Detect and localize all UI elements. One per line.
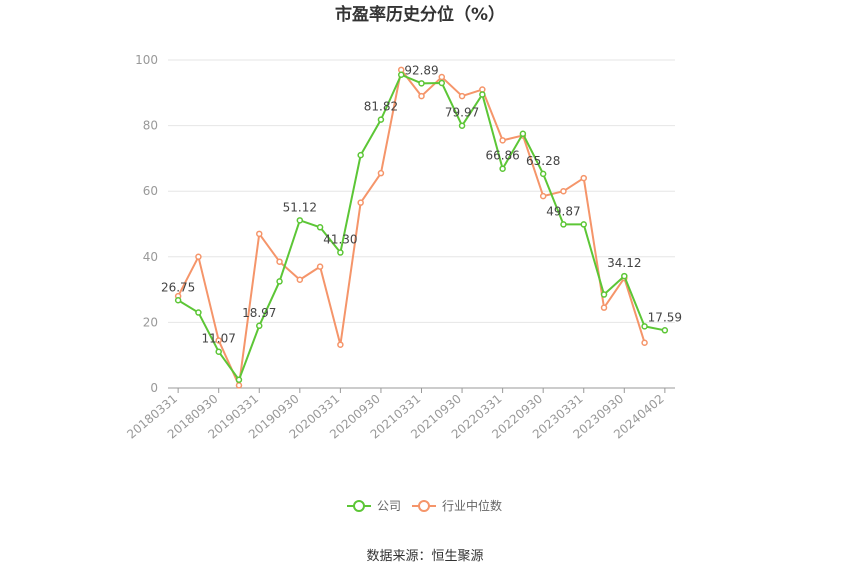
data-point [357, 151, 364, 159]
source-note: 数据来源：恒生聚源 [366, 549, 483, 564]
data-point [337, 249, 344, 256]
data-label: 11.07 [202, 332, 236, 346]
data-point [337, 341, 344, 348]
data-point [641, 323, 648, 330]
data-point [296, 276, 304, 284]
data-labels: 26.75 11.07 18.97 51.12 41.30 81.82 92.89 79.97… [161, 63, 682, 345]
grid-lines [168, 59, 675, 323]
data-point [458, 92, 466, 100]
data-point [580, 174, 587, 182]
data-label: 51.12 [283, 200, 317, 214]
data-point [519, 130, 527, 138]
data-label: 81.82 [364, 100, 398, 114]
data-point [235, 382, 243, 389]
data-point [418, 92, 425, 100]
y-tick-label: 80 [143, 119, 158, 133]
data-label: 34.12 [607, 256, 641, 270]
data-label: 49.87 [546, 204, 580, 218]
data-label: 26.75 [161, 280, 195, 294]
data-point [580, 221, 587, 228]
data-point [215, 348, 222, 355]
data-point [276, 278, 283, 285]
data-label: 17.59 [648, 310, 682, 324]
legend: 公司 行业中位数 [347, 498, 502, 513]
data-point [499, 137, 506, 144]
legend-label: 行业中位数 [442, 498, 502, 513]
series-group [174, 66, 669, 389]
data-label: 65.28 [526, 154, 560, 168]
data-point [600, 304, 608, 311]
data-label: 18.97 [242, 306, 276, 320]
data-point [195, 253, 202, 261]
data-label: 66.86 [485, 149, 519, 163]
data-point [377, 116, 385, 123]
y-tick-label: 60 [143, 184, 158, 198]
data-point [458, 122, 466, 129]
data-point [397, 71, 405, 79]
data-point [235, 376, 243, 384]
data-label: 79.97 [445, 106, 479, 120]
y-axis: 0 20 40 60 80 100 [135, 53, 158, 395]
data-point [215, 337, 222, 344]
data-point [539, 192, 547, 200]
series-line-industry-median [177, 68, 646, 387]
data-point [438, 73, 446, 81]
data-point [256, 322, 263, 330]
y-tick-label: 0 [150, 381, 158, 395]
data-point [377, 169, 385, 177]
legend-swatch-marker [353, 500, 365, 512]
legend-label: 公司 [377, 499, 401, 513]
data-point [195, 309, 202, 316]
y-tick-label: 40 [143, 250, 158, 264]
data-point [621, 272, 628, 280]
data-point [256, 230, 263, 238]
chart-title: 市盈率历史分位（%） [335, 4, 505, 25]
data-point [357, 199, 364, 206]
data-label: 41.30 [323, 233, 357, 247]
data-point [661, 327, 669, 334]
legend-item-industry-median[interactable]: 行业中位数 [412, 498, 502, 513]
data-point [316, 263, 324, 270]
data-point [600, 291, 608, 298]
data-point [560, 187, 567, 195]
data-point [539, 170, 547, 178]
legend-item-company[interactable]: 公司 [347, 499, 401, 513]
data-point [276, 258, 283, 265]
y-tick-label: 20 [143, 315, 158, 329]
data-point [316, 224, 324, 231]
legend-swatch-marker [418, 500, 430, 512]
data-point [438, 79, 446, 87]
data-point [418, 80, 425, 87]
data-point [296, 217, 304, 224]
data-point [174, 297, 182, 304]
data-label: 92.89 [404, 63, 438, 77]
data-point [479, 91, 486, 98]
data-point [499, 165, 506, 172]
data-point [560, 221, 567, 228]
x-axis: 2018033120180930201903312019093020200331… [124, 387, 675, 442]
y-tick-label: 100 [135, 53, 158, 67]
data-point [641, 339, 648, 346]
